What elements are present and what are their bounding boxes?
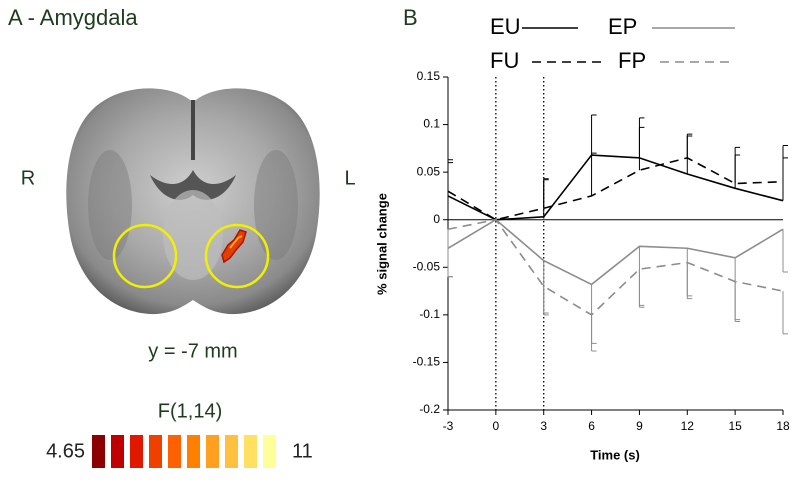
- legend-label: EP: [608, 14, 637, 39]
- x-axis-title: Time (s): [590, 447, 640, 462]
- roi-circle: [112, 223, 178, 289]
- error-bar: [591, 152, 597, 196]
- x-tick-label: 3: [540, 419, 547, 433]
- cortex-left: [88, 150, 132, 260]
- y-tick-label: -0.1: [419, 307, 440, 321]
- error-bar: [638, 269, 645, 308]
- error-bar: [638, 117, 645, 158]
- colorbar-max: 11: [292, 440, 313, 462]
- y-tick-label: 0.05: [417, 164, 441, 178]
- panel-a: A - Amygdala R L y = -7 mm F(1,14) 4.65 …: [8, 5, 356, 468]
- swatch: [149, 435, 162, 468]
- error-bar: [686, 248, 693, 297]
- swatch: [187, 435, 200, 468]
- swatch: [92, 435, 105, 468]
- error-bar: [447, 162, 453, 192]
- activation-core: [229, 235, 243, 249]
- swatch: [130, 435, 143, 468]
- error-bar: [591, 114, 597, 156]
- error-bar: [686, 135, 693, 175]
- legend-label: FU: [490, 48, 519, 73]
- side-label: L: [344, 167, 355, 189]
- y-tick-label: 0: [433, 212, 440, 226]
- error-bar: [686, 262, 693, 300]
- error-bar: [591, 314, 597, 344]
- series-line: [447, 154, 784, 221]
- slice-label: y = -7 mm: [148, 340, 237, 362]
- y-tick-label: -0.05: [413, 259, 441, 273]
- y-tick-label: 0.1: [423, 117, 440, 131]
- panel-a-title: A - Amygdala: [8, 5, 138, 30]
- error-bar: [782, 291, 788, 335]
- x-tick-label: 9: [636, 419, 643, 433]
- error-bar: [734, 257, 741, 321]
- error-bar: [782, 157, 788, 201]
- panel-b-label: B: [403, 5, 418, 30]
- series-line: [447, 218, 784, 316]
- swatch: [244, 435, 257, 468]
- y-tick-label: -0.15: [413, 355, 441, 369]
- x-tick-label: -3: [443, 419, 454, 433]
- swatch: [263, 435, 276, 468]
- error-bar: [782, 145, 788, 182]
- colorbar-min: 4.65: [46, 440, 85, 462]
- legend-label: EU: [490, 14, 521, 39]
- plot: -0.2 -0.15 -0.1 -0.05 0 0.05 0.1 0.15 -3 0 3 6 9 12 15…: [413, 69, 790, 433]
- colorbar-title: F(1,14): [158, 400, 222, 422]
- ventricle: [150, 170, 236, 200]
- error-bar: [543, 260, 549, 314]
- error-bar: [447, 229, 453, 278]
- error-bar: [686, 133, 693, 158]
- error-bar: [638, 126, 645, 171]
- error-bar: [543, 286, 549, 316]
- swatch: [225, 435, 238, 468]
- series-line: [447, 157, 784, 221]
- swatch: [206, 435, 219, 468]
- brain-image: [66, 88, 320, 315]
- swatch: [111, 435, 124, 468]
- error-bar: [591, 284, 597, 352]
- error-bar: [638, 246, 645, 306]
- swatch: [168, 435, 181, 468]
- x-tick-label: 0: [493, 419, 500, 433]
- error-bar: [734, 281, 741, 323]
- series-line: [447, 218, 784, 286]
- y-tick-label: 0.15: [417, 69, 441, 83]
- midline: [163, 190, 223, 280]
- cortex-right: [254, 150, 298, 260]
- colorbar: [92, 435, 276, 468]
- side-label: R: [21, 167, 35, 189]
- x-tick-label: 15: [728, 419, 742, 433]
- x-tick-label: 12: [681, 419, 695, 433]
- error-bar: [447, 248, 453, 278]
- x-tick-label: 18: [776, 419, 790, 433]
- error-bar: [447, 159, 453, 196]
- legend-label: FP: [618, 48, 646, 73]
- error-bar: [782, 229, 788, 273]
- roi-circle: [204, 223, 270, 289]
- y-axis-title: % signal change: [374, 193, 389, 295]
- y-tick-label: -0.2: [419, 402, 440, 416]
- x-tick-label: 6: [588, 419, 595, 433]
- error-bar: [543, 179, 549, 209]
- error-bar: [734, 146, 741, 184]
